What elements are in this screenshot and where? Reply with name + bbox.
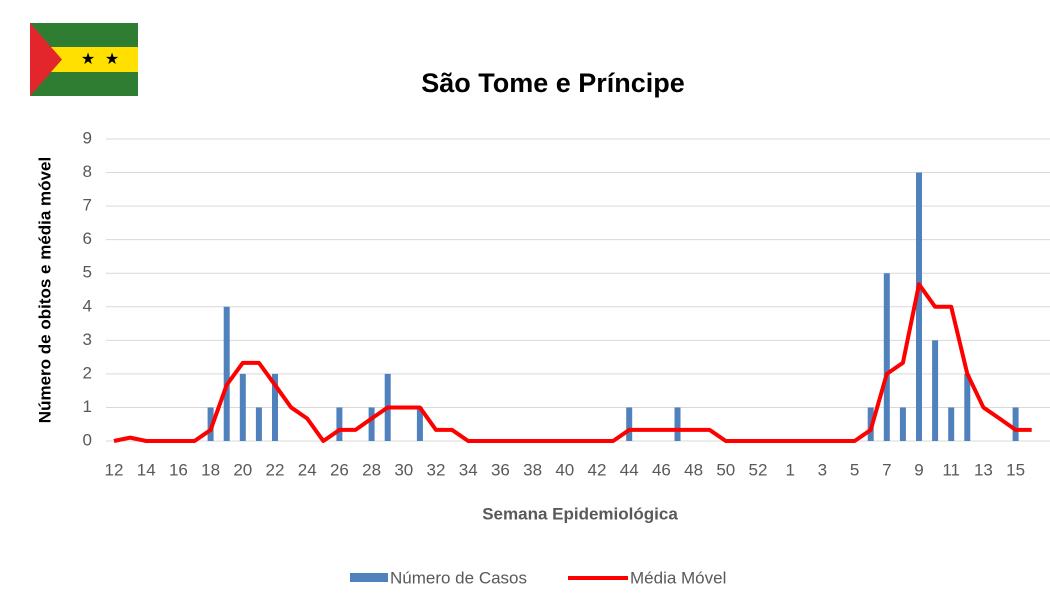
x-tick-label: 34 bbox=[459, 460, 478, 479]
x-axis-label: Semana Epidemiológica bbox=[482, 504, 678, 523]
bar bbox=[626, 407, 633, 441]
x-tick-label: 52 bbox=[749, 460, 768, 479]
svg-text:★: ★ bbox=[105, 51, 119, 68]
bar bbox=[255, 407, 262, 441]
x-tick-label: 18 bbox=[201, 460, 220, 479]
y-tick-label: 6 bbox=[83, 229, 92, 248]
x-tick-label: 38 bbox=[523, 460, 542, 479]
flag: ★ ★ bbox=[30, 23, 138, 96]
bar bbox=[223, 306, 230, 441]
x-tick-label: 50 bbox=[716, 460, 735, 479]
bar bbox=[674, 407, 681, 441]
x-tick-label: 24 bbox=[298, 460, 317, 479]
x-tick-label: 28 bbox=[362, 460, 381, 479]
y-tick-label: 4 bbox=[83, 296, 92, 315]
x-tick-label: 5 bbox=[850, 460, 859, 479]
y-tick-label: 1 bbox=[83, 397, 92, 416]
y-tick-label: 5 bbox=[83, 263, 92, 282]
legend-label: Número de Casos bbox=[390, 568, 527, 587]
bar bbox=[239, 373, 246, 441]
chart-title: São Tome e Príncipe bbox=[421, 68, 685, 98]
bar bbox=[899, 407, 906, 441]
legend-label: Média Móvel bbox=[630, 568, 726, 587]
x-tick-label: 16 bbox=[169, 460, 188, 479]
x-tick-label: 22 bbox=[266, 460, 285, 479]
x-tick-label: 14 bbox=[137, 460, 156, 479]
bar bbox=[1012, 407, 1019, 441]
x-tick-label: 11 bbox=[942, 460, 960, 479]
y-tick-label: 9 bbox=[83, 128, 92, 147]
x-tick-label: 46 bbox=[652, 460, 671, 479]
line bbox=[113, 282, 1032, 443]
y-tick-label: 2 bbox=[83, 363, 92, 382]
x-tick-label: 15 bbox=[1006, 460, 1025, 479]
x-tick-label: 30 bbox=[394, 460, 413, 479]
bar bbox=[368, 407, 375, 441]
x-tick-label: 9 bbox=[914, 460, 923, 479]
bar bbox=[336, 407, 343, 441]
x-tick-label: 32 bbox=[427, 460, 446, 479]
svg-text:★: ★ bbox=[81, 51, 95, 68]
x-tick-label: 36 bbox=[491, 460, 510, 479]
x-tick-label: 7 bbox=[882, 460, 891, 479]
bar bbox=[883, 273, 890, 441]
x-tick-label: 13 bbox=[974, 460, 993, 479]
x-tick-label: 1 bbox=[785, 460, 794, 479]
bar bbox=[272, 373, 278, 441]
legend-swatch bbox=[350, 573, 388, 582]
bar bbox=[964, 373, 971, 441]
y-tick-label: 3 bbox=[83, 330, 92, 349]
y-tick-label: 0 bbox=[83, 430, 92, 449]
x-tick-label: 42 bbox=[588, 460, 607, 479]
x-tick-label: 26 bbox=[330, 460, 349, 479]
y-tick-label: 7 bbox=[83, 196, 92, 215]
x-tick-label: 48 bbox=[684, 460, 703, 479]
x-tick-label: 12 bbox=[105, 460, 124, 479]
bar bbox=[916, 172, 922, 442]
x-tick-label: 3 bbox=[818, 460, 827, 479]
bar bbox=[932, 340, 939, 441]
x-tick-label: 44 bbox=[620, 460, 639, 479]
x-tick-label: 20 bbox=[233, 460, 252, 479]
y-tick-label: 8 bbox=[83, 162, 92, 181]
bar bbox=[416, 407, 423, 441]
x-tick-label: 40 bbox=[555, 460, 574, 479]
y-axis-label: Número de obitos e média móvel bbox=[35, 157, 54, 423]
bar bbox=[948, 407, 955, 441]
